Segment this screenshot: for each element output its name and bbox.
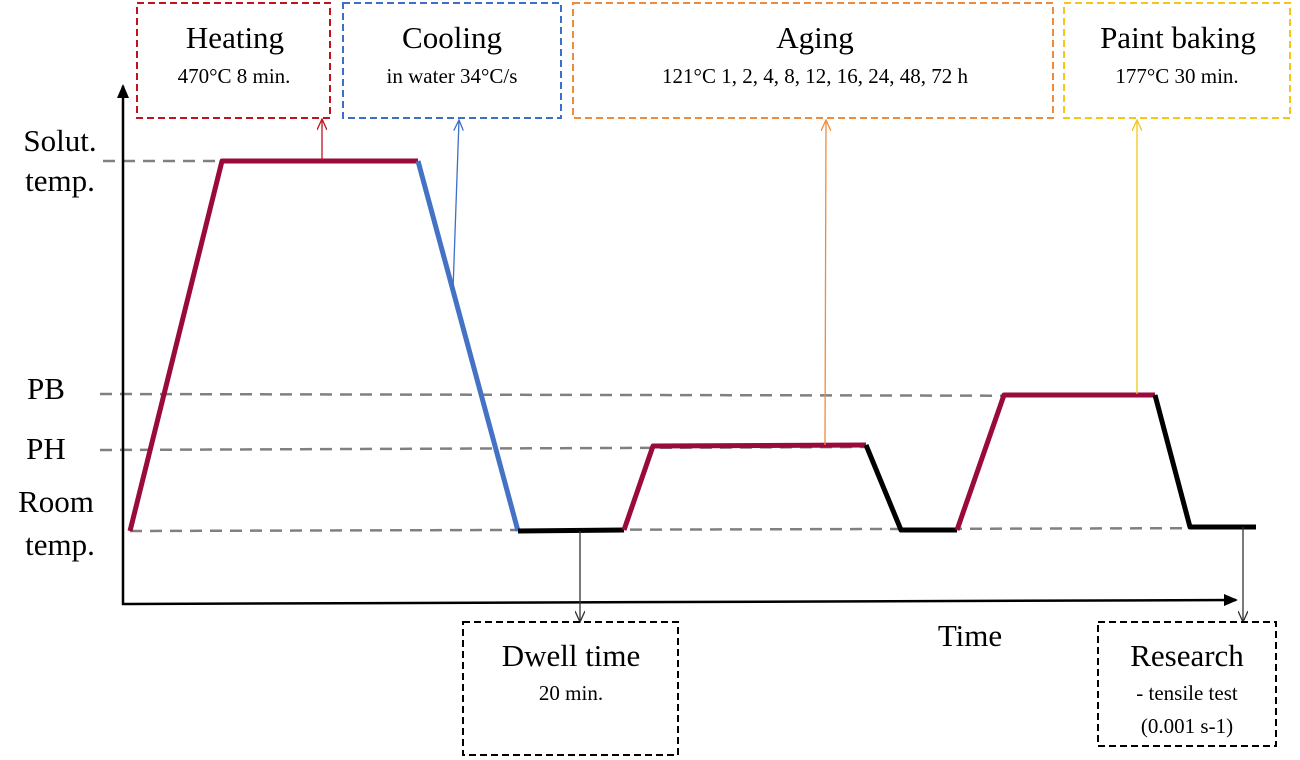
paint-baking-detail: 177°C 30 min. <box>1115 64 1238 88</box>
paint-baking-box <box>1063 2 1291 119</box>
guide-room-temp <box>129 526 1256 533</box>
research-detail-line-1: - tensile test <box>1136 681 1238 705</box>
heating-title: Heating <box>186 20 284 55</box>
post-aging-cooldown-segment <box>863 444 957 533</box>
cooling-title: Cooling <box>402 20 502 55</box>
y-label-room-line-1: Room <box>18 484 94 519</box>
cooling-segment <box>415 160 521 532</box>
cooling-detail: in water 34°C/s <box>387 64 518 88</box>
dwell-title: Dwell time <box>502 638 641 673</box>
x-axis-label: Time <box>938 618 1002 653</box>
final-cooldown-segment <box>1152 394 1256 530</box>
y-label-pb: PB <box>27 371 65 406</box>
dwell-detail: 20 min. <box>539 681 603 705</box>
dwell-segment <box>517 527 625 534</box>
aging-segment <box>621 442 867 531</box>
research-box <box>1097 621 1277 747</box>
x-axis <box>121 594 1238 607</box>
research-title: Research <box>1130 638 1244 673</box>
research-detail-line-2: (0.001 s-1) <box>1141 714 1233 738</box>
paint-baking-segment <box>954 392 1155 531</box>
y-label-room-line-2: temp. <box>25 527 95 562</box>
dwell-box <box>462 621 679 756</box>
guide-pb <box>99 392 1156 398</box>
aging-title: Aging <box>776 20 854 55</box>
y-label-solution-line-1: Solut. <box>23 123 96 158</box>
heating-ramp-and-hold <box>127 158 418 532</box>
guide-ph <box>99 445 866 452</box>
paint-baking-title: Paint baking <box>1100 20 1256 55</box>
aging-detail: 121°C 1, 2, 4, 8, 12, 16, 24, 48, 72 h <box>662 64 968 88</box>
heating-detail: 470°C 8 min. <box>178 64 291 88</box>
aging-arrow <box>825 120 826 446</box>
cooling-box <box>342 2 562 119</box>
cooling-arrow <box>452 120 459 291</box>
y-label-ph: PH <box>26 431 66 466</box>
y-label-solution-line-2: temp. <box>25 163 95 198</box>
